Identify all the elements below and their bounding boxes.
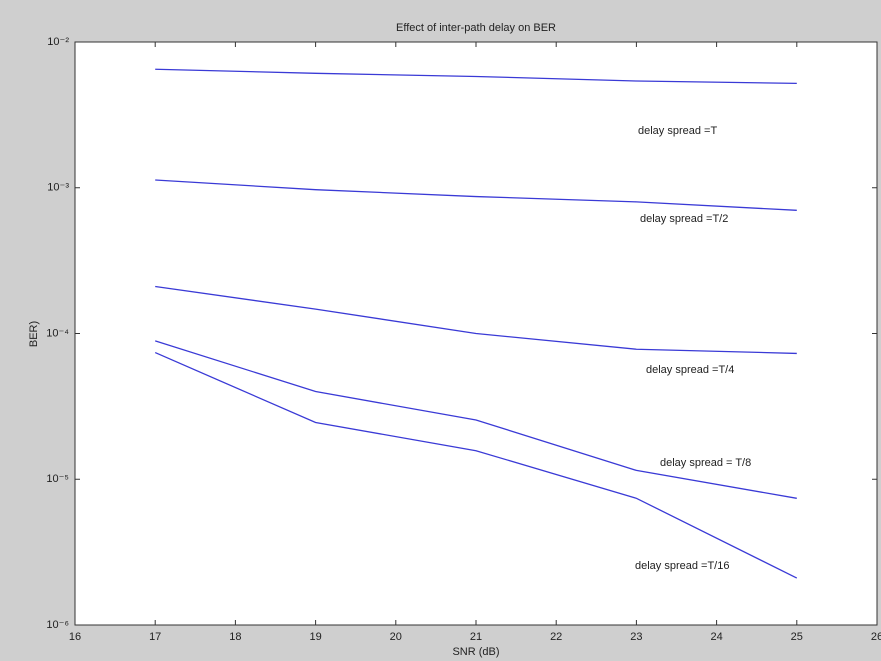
annotation: delay spread =T	[638, 125, 717, 137]
x-tick-label: 20	[390, 631, 402, 643]
y-tick-label: 10⁻⁵	[46, 473, 69, 485]
series-line	[155, 179, 797, 211]
y-tick-label: 10⁻²	[47, 36, 69, 48]
x-tick-label: 16	[69, 631, 81, 643]
series-line	[155, 68, 797, 85]
annotation: delay spread = T/8	[660, 457, 751, 469]
chart-title: Effect of inter-path delay on BER	[396, 22, 556, 34]
x-tick-label: 26	[871, 631, 881, 643]
annotation: delay spread =T/16	[635, 560, 729, 572]
y-tick-label: 10⁻³	[47, 182, 69, 194]
annotation: delay spread =T/2	[640, 213, 728, 225]
x-tick-label: 18	[229, 631, 241, 643]
x-tick-label: 24	[710, 631, 722, 643]
x-tick-label: 22	[550, 631, 562, 643]
series-line	[155, 285, 797, 355]
x-tick-label: 21	[470, 631, 482, 643]
x-axis-label: SNR (dB)	[452, 646, 499, 658]
y-tick-label: 10⁻⁴	[46, 327, 69, 339]
x-tick-label: 23	[630, 631, 642, 643]
y-tick-label: 10⁻⁶	[46, 619, 69, 631]
y-axis-label: BER)	[28, 321, 40, 347]
series-line	[155, 340, 797, 499]
series-line	[154, 351, 798, 579]
x-tick-label: 25	[791, 631, 803, 643]
annotation: delay spread =T/4	[646, 364, 734, 376]
x-tick-label: 19	[309, 631, 321, 643]
x-tick-label: 17	[149, 631, 161, 643]
